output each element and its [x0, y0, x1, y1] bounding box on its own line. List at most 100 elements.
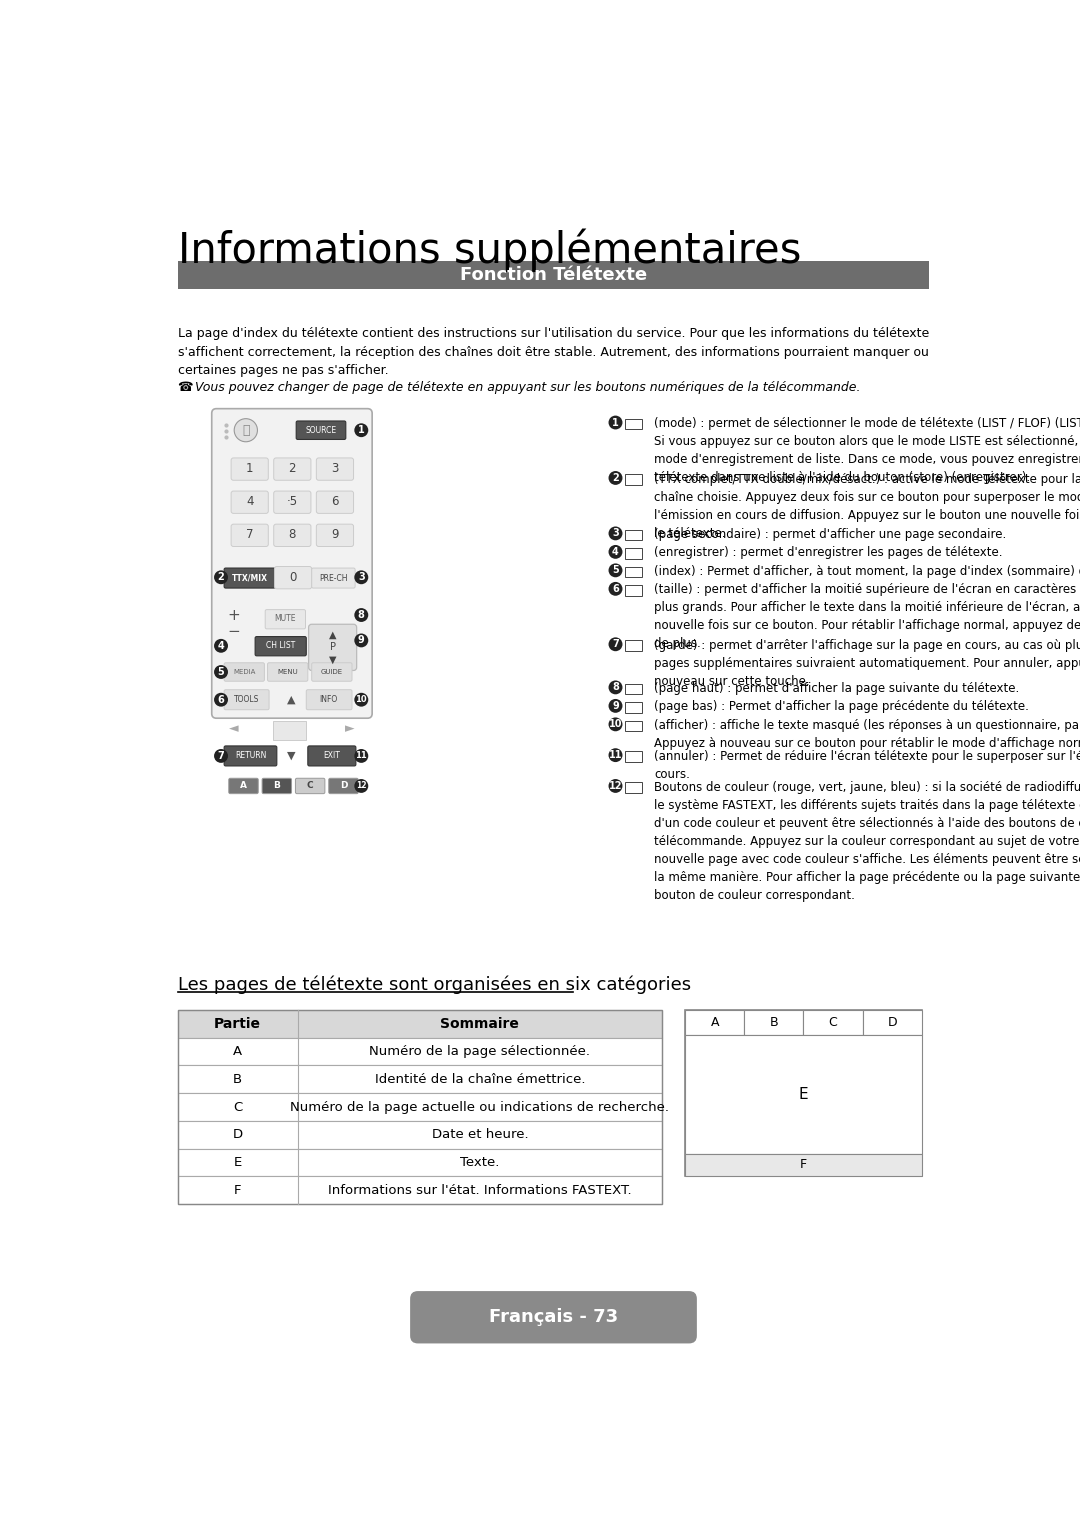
Bar	[177, 1010, 662, 1037]
Text: 6: 6	[612, 583, 619, 594]
Circle shape	[354, 749, 368, 763]
Text: 3: 3	[332, 462, 339, 475]
FancyBboxPatch shape	[229, 778, 258, 793]
Circle shape	[608, 681, 622, 694]
FancyBboxPatch shape	[316, 524, 353, 547]
Circle shape	[214, 693, 228, 706]
Text: 4: 4	[246, 495, 254, 509]
Text: 5: 5	[218, 667, 225, 677]
Circle shape	[608, 717, 622, 731]
Bar	[177, 1065, 662, 1094]
Text: (taille) : permet d'afficher la moitié supérieure de l'écran en caractères deux : (taille) : permet d'afficher la moitié s…	[654, 583, 1080, 650]
Text: 7: 7	[612, 639, 619, 649]
FancyBboxPatch shape	[255, 636, 307, 656]
Bar	[177, 1037, 662, 1065]
Circle shape	[354, 424, 368, 437]
FancyBboxPatch shape	[308, 746, 356, 766]
Text: ▼: ▼	[329, 655, 336, 665]
Text: Informations supplémentaires: Informations supplémentaires	[177, 228, 801, 272]
Text: Les pages de télétexte sont organisées en six catégories: Les pages de télétexte sont organisées e…	[177, 975, 691, 993]
Text: 9: 9	[612, 700, 619, 711]
FancyBboxPatch shape	[231, 491, 268, 513]
Text: C: C	[307, 781, 313, 790]
Text: CH LIST: CH LIST	[266, 641, 295, 650]
Text: ►: ►	[345, 723, 354, 735]
Circle shape	[608, 699, 622, 712]
FancyBboxPatch shape	[231, 524, 268, 547]
FancyBboxPatch shape	[312, 662, 352, 681]
Circle shape	[354, 693, 368, 706]
Text: 9: 9	[357, 635, 365, 646]
Text: B: B	[770, 1016, 779, 1028]
Text: 8: 8	[288, 529, 296, 541]
Circle shape	[354, 608, 368, 621]
Text: TOOLS: TOOLS	[234, 696, 259, 705]
FancyBboxPatch shape	[225, 568, 275, 588]
Bar	[863, 1010, 921, 1034]
Text: Numéro de la page actuelle ou indications de recherche.: Numéro de la page actuelle ou indication…	[291, 1101, 670, 1113]
FancyBboxPatch shape	[307, 690, 352, 709]
Text: (page haut) : permet d'afficher la page suivante du télétexte.: (page haut) : permet d'afficher la page …	[654, 682, 1020, 696]
Circle shape	[214, 665, 228, 679]
Bar	[177, 1094, 662, 1121]
Text: 7: 7	[246, 529, 254, 541]
Bar	[685, 1010, 921, 1176]
Text: D: D	[340, 781, 348, 790]
Text: A: A	[240, 781, 247, 790]
Text: 9: 9	[332, 529, 339, 541]
Text: 4: 4	[612, 547, 619, 557]
Circle shape	[354, 570, 368, 585]
FancyBboxPatch shape	[225, 690, 269, 709]
Circle shape	[354, 779, 368, 793]
Text: INFO: INFO	[320, 696, 338, 705]
Text: ▲: ▲	[287, 694, 296, 705]
Text: 1: 1	[246, 462, 254, 475]
Text: 4: 4	[218, 641, 225, 650]
Text: C: C	[233, 1101, 242, 1113]
Text: Fonction Télétexte: Fonction Télétexte	[460, 266, 647, 284]
Text: 2: 2	[612, 472, 619, 483]
Text: C: C	[828, 1016, 837, 1028]
Text: E: E	[233, 1156, 242, 1170]
Circle shape	[214, 570, 228, 585]
Bar	[685, 1010, 744, 1034]
Text: PRE-CH: PRE-CH	[320, 574, 348, 583]
FancyBboxPatch shape	[316, 457, 353, 480]
Text: D: D	[888, 1016, 896, 1028]
Text: EXIT: EXIT	[323, 752, 340, 761]
Text: 10: 10	[355, 696, 367, 705]
Text: Français - 73: Français - 73	[489, 1308, 618, 1326]
FancyBboxPatch shape	[262, 778, 292, 793]
Text: 1: 1	[612, 418, 619, 427]
Text: 10: 10	[609, 720, 622, 729]
Text: Texte.: Texte.	[460, 1156, 500, 1170]
Text: Partie: Partie	[214, 1016, 261, 1031]
FancyBboxPatch shape	[212, 409, 373, 718]
Text: Sommaire: Sommaire	[441, 1016, 519, 1031]
FancyBboxPatch shape	[273, 457, 311, 480]
Text: Vous pouvez changer de page de télétexte en appuyant sur les boutons numériques : Vous pouvez changer de page de télétexte…	[195, 381, 861, 393]
Text: A: A	[711, 1016, 719, 1028]
Text: 11: 11	[355, 752, 367, 761]
Text: (page bas) : Permet d'afficher la page précédente du télétexte.: (page bas) : Permet d'afficher la page p…	[654, 700, 1029, 714]
Text: ▼: ▼	[287, 750, 296, 761]
Text: La page d'index du télétexte contient des instructions sur l'utilisation du serv: La page d'index du télétexte contient de…	[177, 327, 929, 377]
Text: 8: 8	[357, 611, 365, 620]
FancyBboxPatch shape	[273, 491, 311, 513]
Circle shape	[608, 471, 622, 485]
Bar	[804, 1010, 863, 1034]
Text: P: P	[329, 643, 336, 652]
Text: 12: 12	[609, 781, 622, 791]
Text: MENU: MENU	[278, 668, 298, 674]
Text: MUTE: MUTE	[274, 614, 296, 623]
FancyBboxPatch shape	[225, 662, 265, 681]
Text: 6: 6	[218, 694, 225, 705]
Text: (page secondaire) : permet d'afficher une page secondaire.: (page secondaire) : permet d'afficher un…	[654, 529, 1007, 541]
Circle shape	[608, 779, 622, 793]
FancyBboxPatch shape	[274, 567, 312, 589]
Circle shape	[234, 419, 257, 442]
Text: 0: 0	[289, 571, 297, 583]
FancyBboxPatch shape	[266, 609, 306, 629]
Text: F: F	[234, 1183, 242, 1197]
Text: ·5: ·5	[287, 495, 298, 509]
